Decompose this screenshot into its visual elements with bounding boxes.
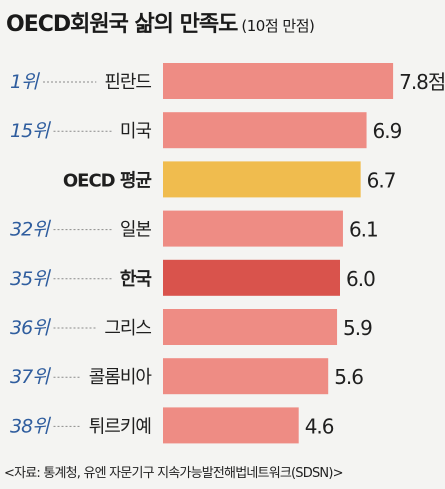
rank-label: 1위 xyxy=(10,71,40,93)
bar-3 xyxy=(163,161,361,198)
country-label: 콜롬비아 xyxy=(89,367,153,388)
value-label: 6.7 xyxy=(367,168,396,192)
value-label: 5.9 xyxy=(343,316,372,340)
chart-unit-note: (10점 만점) xyxy=(241,17,315,35)
bar-6 xyxy=(163,309,338,345)
source-note: <자료: 통계청, 유엔 자문기구 지속가능발전해법네트워크(SDSN)> xyxy=(4,466,344,481)
country-label: 일본 xyxy=(120,220,152,241)
rank-label: 36위 xyxy=(10,317,51,339)
country-label: 튀르키예 xyxy=(89,416,151,437)
value-label: 6.9 xyxy=(373,119,402,143)
rank-label: 15위 xyxy=(10,120,51,142)
value-label: 4.6 xyxy=(305,414,334,438)
value-label: 7.8점 xyxy=(399,70,445,94)
bar-5 xyxy=(163,259,340,296)
value-label: 6.1 xyxy=(349,218,378,242)
bar-8 xyxy=(163,407,299,444)
value-label: 5.6 xyxy=(334,365,363,389)
country-label: 한국 xyxy=(120,269,152,290)
chart-title: OECD회원국 삶의 만족도 (10점 만점) xyxy=(6,6,315,38)
rank-label: 37위 xyxy=(10,366,51,388)
country-label: 미국 xyxy=(120,121,152,142)
bar-7 xyxy=(163,358,329,395)
bar-2 xyxy=(163,112,367,149)
country-label: OECD 평균 xyxy=(63,170,152,191)
chart-title-text: OECD회원국 삶의 만족도 xyxy=(6,12,238,37)
country-label: 그리스 xyxy=(104,318,151,339)
rank-label: 35위 xyxy=(10,268,51,290)
bar-4 xyxy=(163,210,343,247)
value-label: 6.0 xyxy=(346,267,375,291)
rank-label: 32위 xyxy=(10,219,51,241)
bar-1 xyxy=(163,63,394,99)
country-label: 핀란드 xyxy=(104,72,151,93)
rank-label: 38위 xyxy=(10,415,51,437)
